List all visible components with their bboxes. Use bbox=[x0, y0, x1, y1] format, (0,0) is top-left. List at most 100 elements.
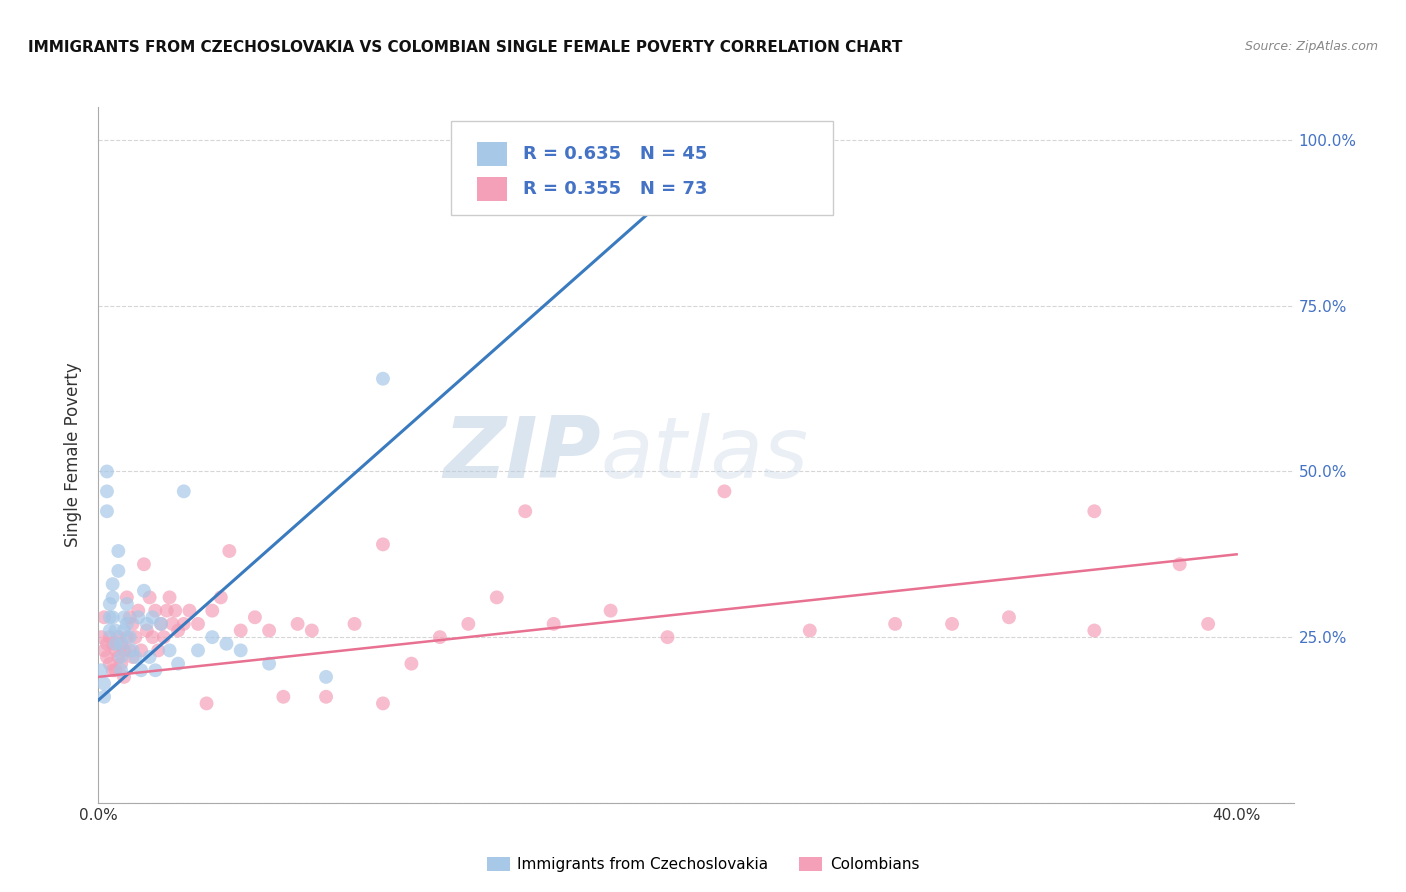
Point bbox=[371, 372, 394, 386]
Point bbox=[165, 604, 187, 618]
Point bbox=[101, 577, 124, 591]
Point bbox=[138, 591, 160, 605]
Point bbox=[150, 616, 173, 631]
Point bbox=[229, 643, 252, 657]
Point bbox=[98, 610, 121, 624]
Point bbox=[101, 637, 124, 651]
Text: ZIP: ZIP bbox=[443, 413, 600, 497]
Point bbox=[112, 624, 135, 638]
Point bbox=[1197, 616, 1219, 631]
Point bbox=[110, 663, 132, 677]
Point bbox=[96, 504, 118, 518]
Point bbox=[159, 643, 181, 657]
Point bbox=[110, 650, 132, 665]
Point bbox=[429, 630, 451, 644]
Point bbox=[98, 630, 121, 644]
Point bbox=[93, 690, 115, 704]
Point bbox=[138, 650, 160, 665]
Point bbox=[1083, 504, 1105, 518]
Point bbox=[132, 583, 155, 598]
Point bbox=[101, 663, 124, 677]
Point bbox=[107, 630, 129, 644]
Point bbox=[124, 630, 146, 644]
Point bbox=[1168, 558, 1191, 572]
Point bbox=[110, 657, 132, 671]
Point bbox=[143, 604, 166, 618]
Point bbox=[98, 597, 121, 611]
Point bbox=[104, 637, 127, 651]
Text: R = 0.355   N = 73: R = 0.355 N = 73 bbox=[523, 180, 707, 198]
Point bbox=[884, 616, 907, 631]
Point bbox=[104, 624, 127, 638]
Point bbox=[93, 610, 115, 624]
Point bbox=[115, 597, 138, 611]
Point bbox=[121, 650, 143, 665]
Point bbox=[115, 616, 138, 631]
Point bbox=[101, 591, 124, 605]
Point bbox=[998, 610, 1021, 624]
Point bbox=[132, 558, 155, 572]
Point bbox=[127, 604, 149, 618]
Point bbox=[173, 484, 195, 499]
Point bbox=[195, 697, 218, 711]
Point bbox=[315, 670, 337, 684]
FancyBboxPatch shape bbox=[451, 121, 834, 215]
Point bbox=[96, 484, 118, 499]
Point bbox=[90, 630, 112, 644]
Point bbox=[301, 624, 323, 638]
Point bbox=[187, 643, 209, 657]
Point bbox=[112, 610, 135, 624]
Point bbox=[104, 643, 127, 657]
Point bbox=[543, 616, 565, 631]
Point bbox=[713, 133, 735, 147]
Point bbox=[167, 657, 190, 671]
Point bbox=[273, 690, 295, 704]
Point bbox=[799, 624, 821, 638]
Point bbox=[118, 630, 141, 644]
Point bbox=[118, 610, 141, 624]
Point bbox=[229, 624, 252, 638]
Point bbox=[141, 630, 163, 644]
Point bbox=[93, 676, 115, 690]
Legend: Immigrants from Czechoslovakia, Colombians: Immigrants from Czechoslovakia, Colombia… bbox=[479, 849, 927, 880]
Text: Source: ZipAtlas.com: Source: ZipAtlas.com bbox=[1244, 40, 1378, 54]
Point bbox=[90, 663, 112, 677]
Point bbox=[112, 670, 135, 684]
Point bbox=[941, 616, 963, 631]
Point bbox=[115, 591, 138, 605]
Point bbox=[515, 504, 537, 518]
Point bbox=[150, 616, 173, 631]
Point bbox=[96, 650, 118, 665]
Point bbox=[118, 643, 141, 657]
Point bbox=[148, 643, 170, 657]
Point bbox=[209, 591, 232, 605]
Point bbox=[218, 544, 240, 558]
Point bbox=[1083, 624, 1105, 638]
Point bbox=[156, 604, 179, 618]
Point bbox=[98, 657, 121, 671]
Text: atlas: atlas bbox=[600, 413, 808, 497]
Point bbox=[135, 624, 157, 638]
Point bbox=[657, 630, 679, 644]
Point bbox=[257, 657, 280, 671]
Point bbox=[121, 643, 143, 657]
Point bbox=[201, 604, 224, 618]
Point bbox=[215, 637, 238, 651]
Point bbox=[93, 643, 115, 657]
Point bbox=[287, 616, 309, 631]
Point bbox=[257, 624, 280, 638]
Point bbox=[135, 616, 157, 631]
Point bbox=[107, 544, 129, 558]
Point bbox=[107, 650, 129, 665]
Point bbox=[713, 484, 735, 499]
Point bbox=[315, 690, 337, 704]
Point bbox=[110, 637, 132, 651]
Point bbox=[162, 616, 184, 631]
Point bbox=[127, 610, 149, 624]
Point bbox=[159, 591, 181, 605]
Point bbox=[101, 610, 124, 624]
Point bbox=[107, 564, 129, 578]
Point bbox=[96, 637, 118, 651]
Point bbox=[201, 630, 224, 644]
Point bbox=[371, 697, 394, 711]
